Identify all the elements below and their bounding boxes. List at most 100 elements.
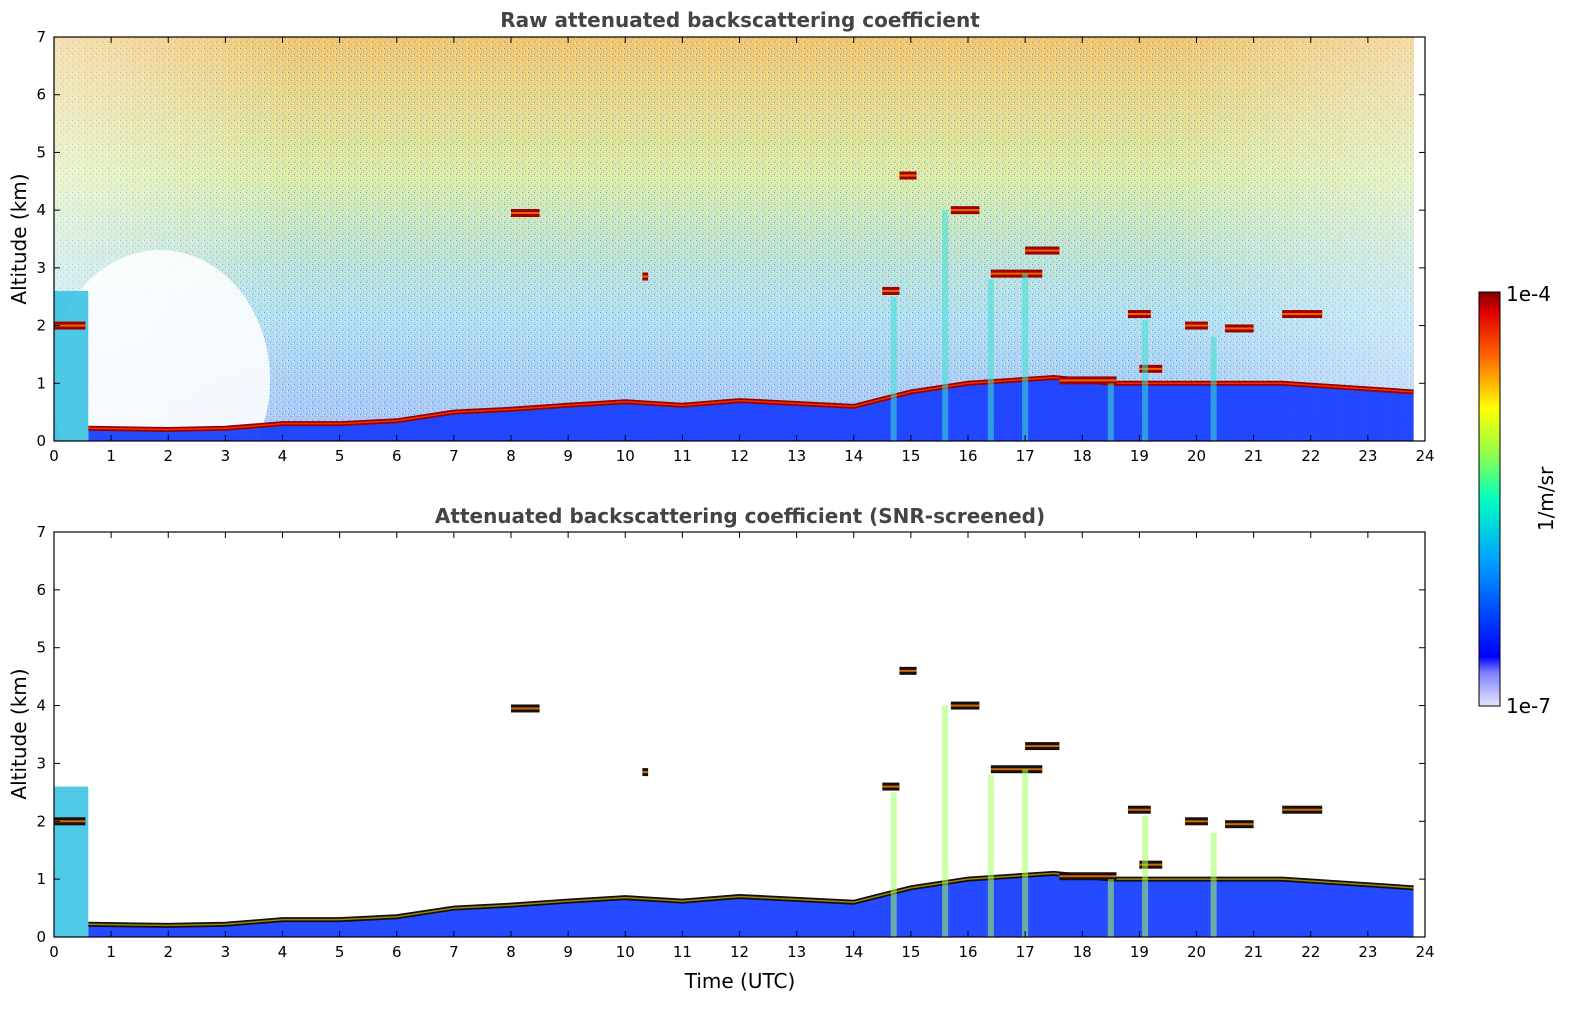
boundary-layer-top-highlight	[88, 872, 1414, 927]
cloud-layer-core	[990, 768, 1043, 771]
x-tick-label: 16	[958, 447, 977, 465]
x-tick-label: 24	[1415, 447, 1434, 465]
y-tick-label: 7	[36, 523, 46, 541]
x-tick-label: 19	[1130, 447, 1149, 465]
x-tick-label: 23	[1358, 447, 1377, 465]
x-tick-label: 6	[392, 447, 402, 465]
cloud-layer-core	[950, 209, 980, 212]
cloud-layer-core	[1127, 808, 1151, 811]
x-tick-label: 14	[844, 447, 863, 465]
x-tick-label: 23	[1358, 943, 1377, 961]
colorbar-unit-label: 1/m/sr	[1534, 466, 1558, 531]
y-tick-label: 0	[36, 432, 46, 450]
cloud-layer-core	[1282, 313, 1323, 316]
cloud-layer-core	[1225, 823, 1254, 826]
boundary-layer-top-highlight	[88, 376, 1414, 431]
x-tick-label: 11	[673, 447, 692, 465]
x-tick-label: 21	[1244, 943, 1263, 961]
x-tick-label: 16	[958, 943, 977, 961]
x-tick-label: 17	[1016, 943, 1035, 961]
precipitation-streak	[1210, 337, 1217, 441]
y-tick-label: 4	[36, 201, 46, 219]
cloud-layer-core	[882, 289, 900, 292]
x-tick-label: 8	[506, 447, 516, 465]
panel1-clear-region	[54, 250, 270, 441]
snr-screened-panel: Attenuated backscattering coefficient (S…	[7, 504, 1435, 993]
x-tick-label: 4	[278, 447, 288, 465]
x-tick-label: 22	[1301, 943, 1320, 961]
cloud-layer-core	[1139, 863, 1163, 866]
precipitation-streak	[942, 705, 949, 937]
x-tick-label: 10	[616, 447, 635, 465]
cloud-layer-core	[1127, 313, 1151, 316]
panel1-title: Raw attenuated backscattering coefficien…	[500, 8, 980, 32]
x-tick-label: 14	[844, 943, 863, 961]
precipitation-streak	[1142, 319, 1149, 441]
x-tick-label: 15	[901, 447, 920, 465]
y-tick-label: 2	[36, 812, 46, 830]
x-tick-label: 0	[49, 447, 59, 465]
early-fog-column	[54, 786, 89, 937]
x-tick-label: 17	[1016, 447, 1035, 465]
x-tick-label: 8	[506, 943, 516, 961]
panel2-title: Attenuated backscattering coefficient (S…	[435, 504, 1045, 528]
x-tick-label: 1	[106, 447, 116, 465]
cloud-layer-core	[642, 275, 649, 278]
cloud-layer-core	[1185, 820, 1208, 823]
y-tick-label: 7	[36, 28, 46, 46]
x-tick-label: 2	[163, 943, 173, 961]
cloud-layer-core	[511, 212, 540, 215]
x-tick-label: 20	[1187, 943, 1206, 961]
x-tick-label: 11	[673, 943, 692, 961]
x-tick-label: 6	[392, 943, 402, 961]
precipitation-streak	[987, 775, 994, 937]
cloud-layer-core	[882, 785, 900, 788]
cloud-layer-core	[950, 704, 980, 707]
x-tick-label: 12	[730, 447, 749, 465]
cloud-layer-core	[54, 324, 86, 327]
panel1-ylabel: Altitude (km)	[7, 173, 31, 304]
x-tick-label: 13	[787, 447, 806, 465]
precipitation-streak	[890, 296, 897, 441]
y-tick-label: 2	[36, 317, 46, 335]
x-tick-label: 1	[106, 943, 116, 961]
cloud-layer-core	[990, 272, 1043, 275]
boundary-layer-region	[88, 873, 1414, 937]
precipitation-streak	[942, 210, 949, 441]
precipitation-streak	[1142, 815, 1149, 937]
x-tick-label: 18	[1073, 943, 1092, 961]
y-tick-label: 4	[36, 697, 46, 715]
precipitation-streak	[1107, 383, 1114, 441]
cloud-layer-core	[1139, 367, 1163, 370]
x-tick-label: 21	[1244, 447, 1263, 465]
x-tick-label: 18	[1073, 447, 1092, 465]
cloud-layer-core	[54, 820, 86, 823]
panel2-axes: 0 1 2 3 4 5 6 7 8 9 10 11 12 13 14 15 16 17 18 19 20 21 22 23 24…	[36, 523, 1434, 961]
y-tick-label: 1	[36, 374, 46, 392]
y-tick-label: 0	[36, 928, 46, 946]
precipitation-streak	[987, 279, 994, 441]
y-tick-label: 3	[36, 754, 46, 772]
x-tick-label: 24	[1415, 943, 1434, 961]
x-tick-label: 7	[449, 943, 459, 961]
precipitation-streak	[1107, 879, 1114, 937]
x-tick-label: 9	[563, 447, 573, 465]
x-tick-label: 5	[335, 447, 345, 465]
cloud-layer-core	[899, 174, 917, 177]
panel2-ylabel: Altitude (km)	[7, 668, 31, 799]
x-tick-label: 7	[449, 447, 459, 465]
y-tick-label: 6	[36, 581, 46, 599]
x-tick-label: 22	[1301, 447, 1320, 465]
x-tick-label: 3	[221, 943, 231, 961]
y-tick-label: 5	[36, 143, 46, 161]
x-tick-label: 10	[616, 943, 635, 961]
y-tick-label: 6	[36, 86, 46, 104]
x-tick-label: 19	[1130, 943, 1149, 961]
panel2-xlabel: Time (UTC)	[684, 969, 796, 993]
precipitation-streak	[1210, 832, 1217, 937]
x-tick-label: 15	[901, 943, 920, 961]
colorbar-gradient	[1478, 291, 1501, 707]
cloud-layer-core	[1225, 327, 1254, 330]
panel1-axes: 0 1 2 3 4 5 6 7 8 9 10 11 12 13 14 15 16 17 18 19 20 21 22 23 24…	[36, 28, 1434, 465]
cloud-layer-core	[1059, 875, 1117, 878]
